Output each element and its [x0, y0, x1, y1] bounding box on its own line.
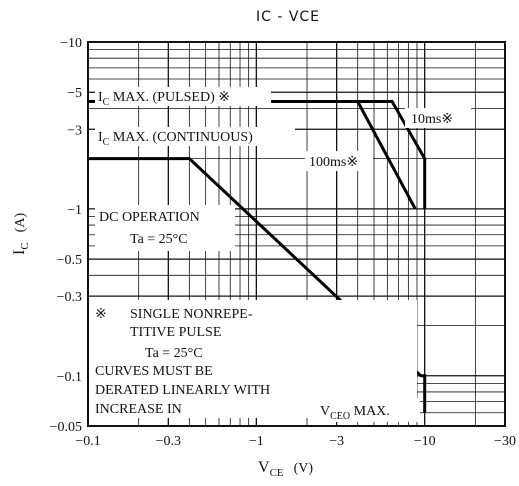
ms100-label-bg: [305, 151, 373, 171]
dc-operation-label: DC OPERATION: [99, 210, 200, 225]
x-tick-label: −3: [329, 434, 344, 449]
x-tick-label: −0.1: [75, 434, 100, 449]
ms10-label: 10ms※: [411, 112, 453, 127]
note-line-6: INCREASE IN: [95, 402, 182, 417]
y-tick-label: −0.05: [50, 420, 82, 435]
dc-label-bg: [95, 205, 235, 251]
x-axis-label: VCE (V): [258, 459, 313, 479]
y-tick-label: −0.5: [57, 253, 82, 268]
x-tick-label: −30: [494, 434, 516, 449]
y-tick-label: −0.1: [57, 370, 82, 385]
vceo-max-label: VCEO MAX.: [320, 404, 390, 422]
y-tick-label: −1: [67, 203, 82, 218]
ic-max-continuous-label: IC MAX. (CONTINUOUS): [98, 130, 253, 148]
x-tick-label: −0.3: [156, 434, 181, 449]
vceo-label-bg: [316, 398, 420, 422]
x-tick-label: −1: [249, 434, 264, 449]
y-tick-label: −3: [67, 123, 82, 138]
axis-ticks: −0.1 −0.3 −1 −3 −10 −30−10−5−3−1−0.5−0.3−0.1−…: [50, 36, 516, 449]
pulsed-label-bg: [95, 87, 271, 106]
continuous-label-bg: [95, 127, 295, 146]
series-line-0: [88, 157, 427, 413]
y-axis-label: IC(A): [11, 213, 31, 255]
ms10-label-bg: [405, 108, 471, 128]
note-line-1: SINGLE NONREPE-: [130, 307, 253, 322]
dc-ta-label: Ta = 25°C: [130, 232, 188, 247]
ic-max-pulsed-label: IC MAX. (PULSED) ※: [98, 90, 230, 108]
y-tick-label: −5: [67, 86, 82, 101]
x-tick-label: −10: [414, 434, 436, 449]
chart-title: IC - VCE: [256, 9, 320, 25]
note-line-2: TITIVE PULSE: [130, 325, 221, 340]
y-tick-label: −10: [60, 36, 82, 51]
note-line-4: CURVES MUST BE: [95, 364, 213, 379]
note-mark: ※: [95, 307, 107, 322]
note-line-3: Ta = 25°C: [145, 346, 203, 361]
ms100-label: 100ms※: [309, 155, 358, 170]
note-line-5: DERATED LINEARLY WITH: [95, 383, 270, 398]
plot-frame: [87, 41, 506, 427]
y-tick-label: −0.3: [57, 290, 82, 305]
